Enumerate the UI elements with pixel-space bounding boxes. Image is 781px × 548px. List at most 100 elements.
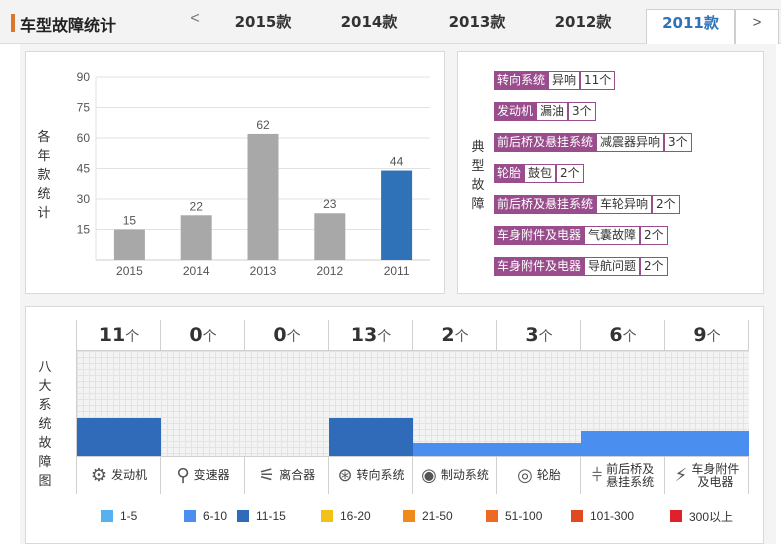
- count-value: 3: [525, 324, 539, 346]
- year-stats-panel: [25, 51, 445, 294]
- system-name-line1: 离合器: [279, 468, 316, 482]
- system-column[interactable]: 0个 ⚟ 离合器: [245, 320, 329, 494]
- system-fault-count: 0个: [161, 320, 245, 351]
- bar-data-label: 62: [256, 118, 270, 132]
- suspension-icon: ⫩: [591, 465, 603, 486]
- fault-count: 2个: [640, 226, 668, 245]
- count-unit: 个: [125, 329, 140, 345]
- system-column[interactable]: 13个 ⊛ 转向系统: [329, 320, 413, 494]
- side-char: 典: [471, 140, 485, 155]
- system-name-line1: 轮胎: [536, 468, 561, 482]
- legend-swatch: [237, 510, 249, 522]
- prev-tab-button[interactable]: <: [190, 10, 200, 27]
- count-value: 11: [98, 324, 126, 346]
- bar-2012[interactable]: [314, 213, 346, 260]
- next-tab-button[interactable]: >: [735, 9, 779, 44]
- system-fault-count: 2个: [413, 320, 497, 351]
- tab-2013[interactable]: 2013款: [448, 13, 506, 31]
- side-char: 八: [38, 360, 52, 375]
- system-label: ◉ 制动系统: [413, 456, 497, 494]
- typical-fault-item[interactable]: 发动机 漏油 3个: [494, 102, 596, 121]
- typical-fault-item[interactable]: 轮胎 鼓包 2个: [494, 164, 584, 183]
- system-label: ⊛ 转向系统: [329, 456, 413, 494]
- bar-2011[interactable]: [381, 170, 413, 260]
- count-value: 0: [273, 324, 287, 346]
- x-tick-label: 2012: [316, 264, 343, 278]
- system-fault-count: 9个: [665, 320, 749, 351]
- typical-fault-item[interactable]: 前后桥及悬挂系统 车轮异响 2个: [494, 195, 680, 214]
- side-char: 统: [37, 187, 51, 202]
- system-column[interactable]: 2个 ◉ 制动系统: [413, 320, 497, 494]
- legend-label: 6-10: [203, 509, 228, 523]
- year-bar-chart: 15 30 45 60 75 90 15 2015 22 2014 62 2013 23 2012 44 20…: [77, 70, 430, 278]
- system-name-line1: 制动系统: [440, 468, 489, 482]
- fault-system: 前后桥及悬挂系统: [494, 133, 597, 152]
- system-label: ⚙ 发动机: [77, 456, 161, 494]
- y-tick-label: 60: [77, 131, 91, 145]
- bar-2015[interactable]: [113, 229, 145, 261]
- count-value: 6: [609, 324, 623, 346]
- system-fault-count: 0个: [245, 320, 329, 351]
- legend-swatch: [101, 510, 113, 522]
- fault-count: 2个: [556, 164, 584, 183]
- system-name: 轮胎: [537, 469, 561, 482]
- side-char: 障: [38, 455, 52, 470]
- legend-item: 300以上: [670, 508, 733, 524]
- steering-wheel-icon: ⊛: [337, 465, 353, 486]
- system-column[interactable]: 0个 ⚲ 变速器: [161, 320, 245, 494]
- fault-system: 轮胎: [494, 164, 525, 183]
- clutch-pedal-icon: ⚟: [258, 465, 276, 486]
- system-level-fill: [497, 443, 581, 456]
- system-level-fill: [329, 418, 413, 456]
- bar-2013[interactable]: [247, 133, 279, 260]
- system-name: 变速器: [194, 469, 230, 482]
- typical-fault-item[interactable]: 前后桥及悬挂系统 减震器异响 3个: [494, 133, 692, 152]
- x-tick-label: 2014: [183, 264, 210, 278]
- y-tick-label: 30: [77, 192, 91, 206]
- typical-fault-item[interactable]: 车身附件及电器 导航问题 2个: [494, 257, 668, 276]
- tab-2015[interactable]: 2015款: [234, 13, 292, 31]
- typical-fault-item[interactable]: 转向系统 异响 11个: [494, 71, 616, 90]
- legend-item: 16-20: [321, 508, 371, 524]
- year-stats-side-label: 各 年 款 统 计: [36, 128, 52, 223]
- fault-issue: 减震器异响: [596, 133, 665, 152]
- grid-left-border: [76, 320, 77, 494]
- typical-faults-side-label: 典 型 故 障: [470, 138, 486, 214]
- count-unit: 个: [538, 329, 553, 345]
- legend-swatch: [571, 510, 583, 522]
- system-column[interactable]: 9个 ⚡ 车身附件 及电器: [665, 320, 749, 494]
- fault-count: 3个: [664, 133, 692, 152]
- count-value: 0: [189, 324, 203, 346]
- system-name-line2: 及电器: [697, 474, 734, 489]
- side-char: 系: [38, 398, 52, 413]
- legend-label: 21-50: [422, 509, 453, 523]
- system-label: ⚟ 离合器: [245, 456, 329, 494]
- fault-issue: 车轮异响: [596, 195, 653, 214]
- system-column[interactable]: 3个 ◎ 轮胎: [497, 320, 581, 494]
- system-column[interactable]: 6个 ⫩ 前后桥及 悬挂系统: [581, 320, 665, 494]
- bar-2014[interactable]: [180, 215, 212, 260]
- system-level-grid: [497, 351, 581, 456]
- typical-fault-item[interactable]: 车身附件及电器 气囊故障 2个: [494, 226, 668, 245]
- count-unit: 个: [622, 329, 637, 345]
- system-fault-count: 6个: [581, 320, 665, 351]
- system-fault-count: 11个: [77, 320, 161, 351]
- system-level-grid: [413, 351, 497, 456]
- count-value: 9: [693, 324, 707, 346]
- system-column[interactable]: 11个 ⚙ 发动机: [77, 320, 161, 494]
- legend-item: 101-300: [571, 508, 634, 524]
- fault-system: 前后桥及悬挂系统: [494, 195, 597, 214]
- tab-2012[interactable]: 2012款: [554, 13, 612, 31]
- system-name-line1: 前后桥及: [606, 461, 655, 476]
- system-level-grid: [77, 351, 161, 456]
- legend-label: 16-20: [340, 509, 371, 523]
- page-title: 车型故障统计: [20, 16, 117, 35]
- count-unit: 个: [454, 329, 469, 345]
- side-char: 大: [38, 379, 52, 394]
- system-level-fill: [581, 430, 665, 456]
- tab-2014[interactable]: 2014款: [340, 13, 398, 31]
- tab-2011[interactable]: 2011款: [646, 9, 735, 45]
- system-fault-count: 13个: [329, 320, 413, 351]
- engine-icon: ⚙: [90, 465, 108, 486]
- fault-system: 车身附件及电器: [494, 226, 585, 245]
